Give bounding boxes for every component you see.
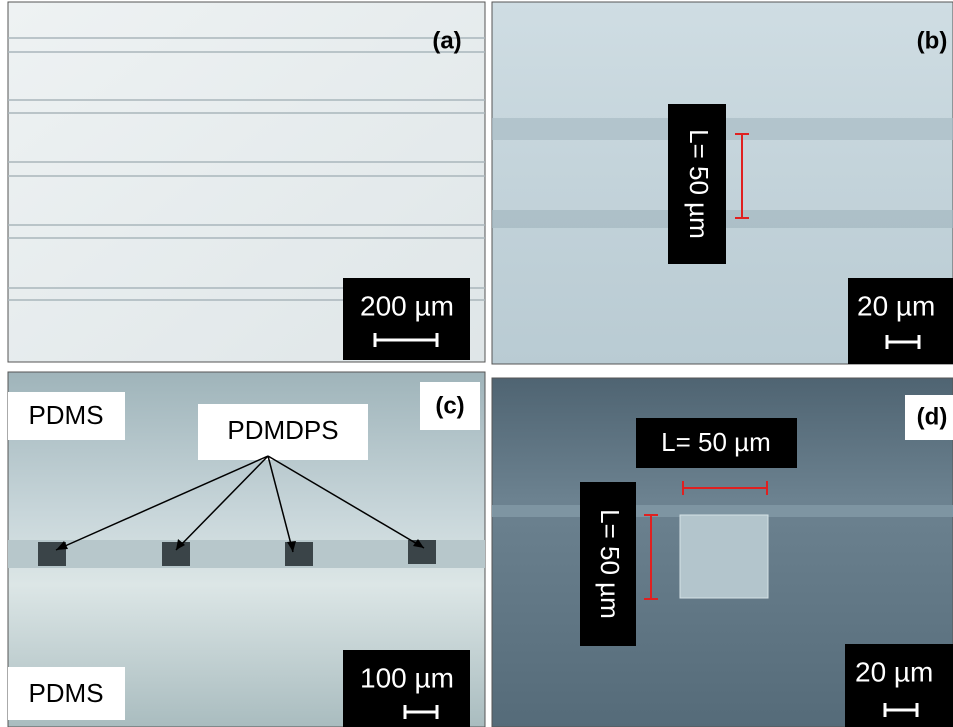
scale-label: 20 µm [857,290,935,321]
panel-label: (d) [917,403,948,430]
dimension-label: L= 50 µm [661,427,771,457]
dimension-label: L= 50 µm [595,509,625,619]
panel-b: (b) L= 50 µm 20 µm [492,2,953,364]
panel-label: (b) [917,27,948,54]
panel-c: PDMS PDMDPS (c) PDMS 100 µm [8,372,485,727]
panel-label: (c) [435,392,464,419]
scale-label: 20 µm [855,656,933,687]
panel-label: (a) [432,27,461,54]
panel-a: (a) 200 µm [8,2,485,362]
scale-label: 200 µm [360,290,454,321]
scale-label: 100 µm [360,662,454,693]
panel-d: (d) L= 50 µm L= 50 µm 20 µm [492,378,953,727]
dimension-label: L= 50 µm [684,129,714,239]
material-label: PDMS [28,678,103,708]
figure: (a) 200 µm (b) L= 50 µm 20 µm PDMS PDMDP… [0,0,953,727]
material-label: PDMS [28,400,103,430]
channel [680,515,768,598]
material-label: PDMDPS [227,415,338,445]
